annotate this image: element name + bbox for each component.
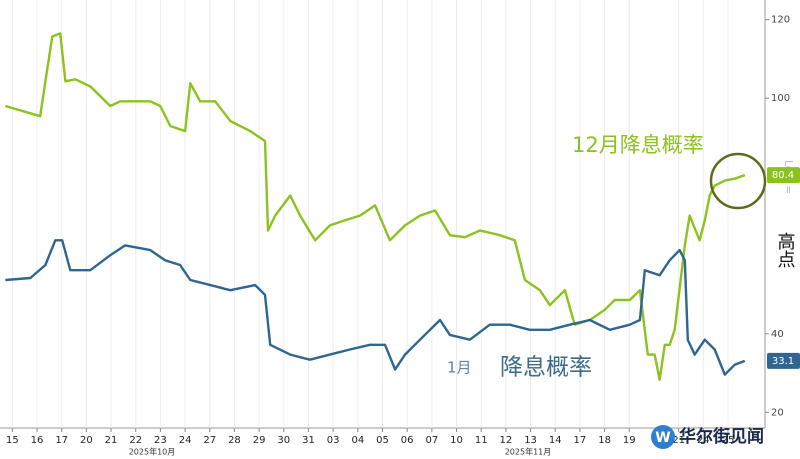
x-tick-label: 05 bbox=[376, 435, 389, 446]
series-label: 1月 bbox=[447, 359, 472, 377]
x-tick-label: 23 bbox=[154, 435, 167, 446]
y-tick-label: 40 bbox=[771, 329, 784, 340]
x-tick-label: 11 bbox=[475, 435, 488, 446]
x-tick-label: 03 bbox=[327, 435, 340, 446]
x-tick-label: 29 bbox=[253, 435, 266, 446]
annotation: 高点 bbox=[775, 232, 796, 268]
series-line bbox=[5, 32, 746, 381]
x-tick-label: 30 bbox=[277, 435, 290, 446]
x-tick-label: 07 bbox=[425, 435, 438, 446]
series-line bbox=[5, 239, 746, 376]
last-value-label: 80.4 bbox=[772, 170, 794, 181]
x-tick-label: 20 bbox=[80, 435, 93, 446]
x-tick-label: 25 bbox=[722, 435, 735, 446]
last-value-label: 33.1 bbox=[772, 356, 794, 367]
period-label: 2025年11月 bbox=[505, 447, 552, 457]
last-value-badge bbox=[767, 352, 800, 369]
x-tick-label: 28 bbox=[228, 435, 241, 446]
x-tick-label: 21 bbox=[105, 435, 118, 446]
period-label: 2025年10月 bbox=[129, 447, 176, 457]
x-tick-label: 14 bbox=[549, 435, 562, 446]
x-tick-label: 12 bbox=[500, 435, 513, 446]
x-tick-label: 15 bbox=[6, 435, 19, 446]
y-tick-label: 20 bbox=[771, 407, 784, 418]
watermark: 华尔街见闻 bbox=[679, 426, 764, 447]
y-tick-label: 120 bbox=[771, 15, 790, 26]
x-tick-label: 27 bbox=[203, 435, 216, 446]
x-tick-label: 19 bbox=[623, 435, 636, 446]
x-tick-label: 24 bbox=[697, 435, 710, 446]
highlight-circle bbox=[709, 152, 767, 210]
x-tick-label: 17 bbox=[574, 435, 587, 446]
x-tick-label: 31 bbox=[302, 435, 315, 446]
x-tick-label: 16 bbox=[31, 435, 44, 446]
x-tick-label: 10 bbox=[450, 435, 463, 446]
x-tick-label: 22 bbox=[129, 435, 142, 446]
x-tick-label: 17 bbox=[55, 435, 68, 446]
series-label: 12月降息概率 bbox=[572, 133, 704, 157]
x-tick-label: 24 bbox=[179, 435, 192, 446]
x-tick-label: 18 bbox=[598, 435, 611, 446]
y-tick-label: 100 bbox=[771, 93, 790, 104]
x-tick-label: 06 bbox=[401, 435, 414, 446]
x-tick-label: 21 bbox=[672, 435, 685, 446]
x-tick-label: 04 bbox=[351, 435, 364, 446]
x-tick-label: 13 bbox=[524, 435, 537, 446]
watermark-logo: W bbox=[655, 430, 670, 446]
last-value-badge bbox=[767, 167, 800, 184]
watermark-logo bbox=[651, 425, 675, 449]
annotation: 降息概率 bbox=[500, 355, 592, 381]
